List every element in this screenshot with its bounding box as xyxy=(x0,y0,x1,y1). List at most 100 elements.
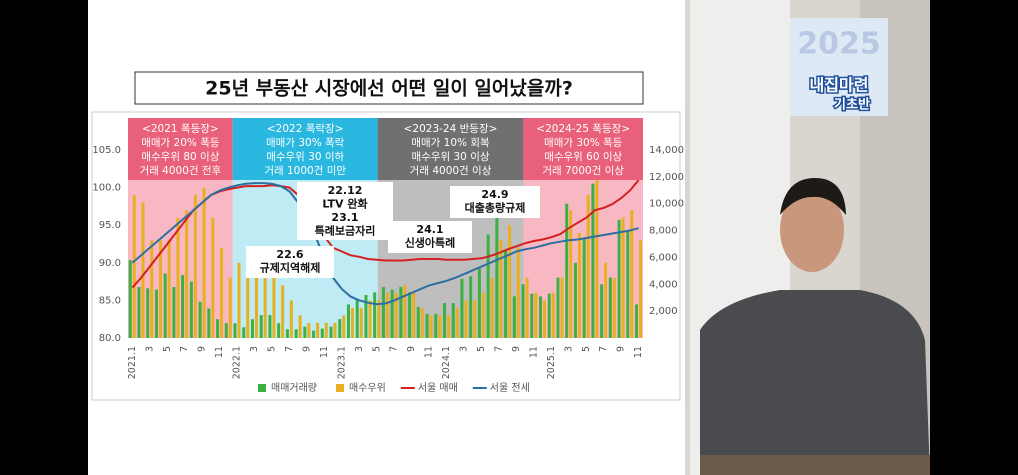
bar xyxy=(242,327,246,338)
y-tick-label: 100.0 xyxy=(92,183,121,194)
bar xyxy=(132,195,136,338)
y2-tick-label: 10,000 xyxy=(649,199,684,210)
legend-swatch xyxy=(258,384,266,392)
bar xyxy=(621,217,625,338)
bar xyxy=(211,217,215,338)
bar xyxy=(399,286,403,338)
period-title: <2022 폭락장> xyxy=(267,123,344,135)
bar xyxy=(193,195,197,338)
bar xyxy=(416,307,420,338)
bar xyxy=(224,323,228,338)
period-line: 매수우위 30 이하 xyxy=(266,150,344,163)
y2-tick-label: 8,000 xyxy=(649,226,678,237)
bar xyxy=(591,183,595,338)
bar xyxy=(272,277,276,338)
period-title: <2024-25 폭등장> xyxy=(536,123,630,135)
bar xyxy=(381,286,385,338)
period-line: 매매가 30% 폭락 xyxy=(266,137,345,149)
x-tick-label: 7 xyxy=(389,346,400,352)
annotation-text: 특례보금자리 xyxy=(315,224,376,238)
bar xyxy=(189,281,193,338)
bar xyxy=(630,210,634,338)
period-header xyxy=(128,118,233,180)
bar xyxy=(635,304,639,338)
y-tick-label: 105.0 xyxy=(92,145,121,156)
bar xyxy=(298,315,302,338)
legend-label: 서울 전세 xyxy=(490,382,530,394)
bar xyxy=(128,260,132,338)
period-title: <2023-24 반등장> xyxy=(404,123,498,135)
annotation-box xyxy=(297,182,393,240)
bar xyxy=(403,285,407,338)
bar xyxy=(176,217,180,338)
bar xyxy=(220,247,224,338)
bar xyxy=(639,240,643,338)
annotation-box xyxy=(246,246,334,278)
bar xyxy=(254,262,258,338)
annotation-box xyxy=(450,186,540,218)
period-header xyxy=(377,118,524,180)
x-tick-label: 7 xyxy=(179,346,190,352)
bar xyxy=(259,315,263,338)
bar xyxy=(289,300,293,338)
x-tick-label: 5 xyxy=(581,346,592,352)
bar xyxy=(604,262,608,338)
x-tick-label: 2025.1 xyxy=(546,346,557,379)
bar xyxy=(543,300,547,338)
bar xyxy=(364,295,368,338)
bar xyxy=(359,307,363,338)
x-tick-label: 3 xyxy=(249,346,260,352)
bar xyxy=(525,277,529,338)
legend-swatch xyxy=(336,384,344,392)
y2-tick-label: 12,000 xyxy=(649,172,684,183)
period-line: 거래 4000건 전후 xyxy=(140,165,222,177)
annotation-text: 24.9 xyxy=(481,188,508,201)
x-tick-label: 7 xyxy=(598,346,609,352)
bar xyxy=(508,225,512,338)
period-line: 거래 7000건 이상 xyxy=(542,165,624,177)
x-tick-label: 2022.1 xyxy=(232,346,243,379)
period-line: 거래 4000건 이상 xyxy=(410,165,492,177)
bar xyxy=(547,293,551,338)
bar xyxy=(216,319,220,338)
annotation-text: 24.1 xyxy=(416,223,443,236)
y2-tick-label: 4,000 xyxy=(649,279,678,290)
bar xyxy=(158,240,162,338)
badge xyxy=(790,18,888,116)
bar xyxy=(312,330,316,338)
x-tick-label: 9 xyxy=(406,346,417,352)
bar xyxy=(608,277,612,338)
bar xyxy=(451,303,455,338)
bar xyxy=(534,292,538,338)
x-tick-label: 5 xyxy=(267,346,278,352)
bar xyxy=(324,322,328,338)
x-tick-label: 11 xyxy=(424,346,435,358)
bar xyxy=(565,203,569,338)
bar xyxy=(277,323,281,338)
bar xyxy=(137,286,141,338)
bar xyxy=(185,210,189,338)
bar xyxy=(573,262,577,338)
annotation-text: LTV 완화 xyxy=(322,197,367,211)
legend-label: 매수우위 xyxy=(349,381,386,394)
legend-label: 서울 매매 xyxy=(418,382,458,394)
bar xyxy=(355,299,359,338)
y2-tick-label: 2,000 xyxy=(649,306,678,317)
bar xyxy=(530,293,534,338)
bar xyxy=(385,292,389,338)
x-tick-label: 3 xyxy=(354,346,365,352)
bar xyxy=(285,329,289,338)
bar xyxy=(303,326,307,338)
legend-label: 매매거래량 xyxy=(271,382,317,394)
person-hair xyxy=(780,178,846,215)
bar xyxy=(342,315,346,338)
bar xyxy=(316,322,320,338)
bar xyxy=(181,274,185,338)
x-tick-label: 11 xyxy=(633,346,644,358)
bar xyxy=(438,315,442,338)
bar xyxy=(595,180,599,338)
annotation-text: 규제지역해제 xyxy=(260,261,321,275)
bar xyxy=(146,288,150,338)
period-header xyxy=(523,118,643,180)
